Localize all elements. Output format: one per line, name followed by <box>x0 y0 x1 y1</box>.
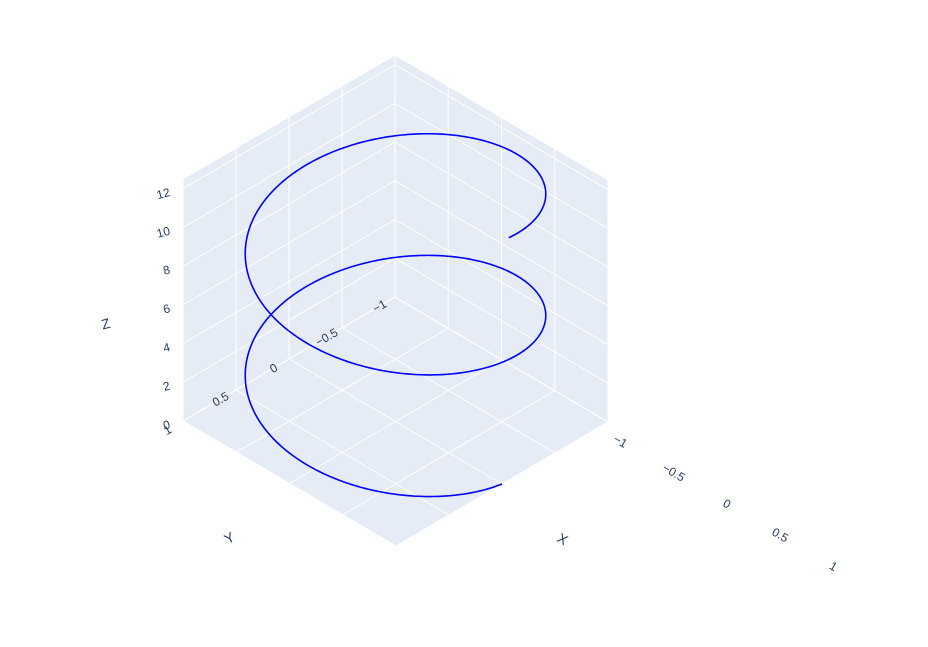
z-gridline-right <box>394 219 609 345</box>
x-tick-label: 0.5 <box>769 525 791 546</box>
z-gridline-right <box>394 102 609 229</box>
y-gridline-floor <box>235 389 450 516</box>
z-tick-label: 2 <box>162 379 172 394</box>
y-gridline-floor <box>341 327 556 454</box>
gridlines <box>182 55 609 547</box>
z-tick-label: 4 <box>162 340 172 355</box>
z-gridline-left <box>182 102 396 228</box>
y-gridline-floor <box>288 358 503 485</box>
z-tick-label: 12 <box>155 185 172 202</box>
z-gridline-right <box>394 296 609 423</box>
y-gridline-floor <box>182 420 397 547</box>
y-axis-title: Y <box>221 528 238 547</box>
x-tick-label: 0 <box>721 496 734 512</box>
x-axis-title: X <box>555 530 572 549</box>
z-gridline-right <box>394 64 609 191</box>
z-tick-label: 10 <box>155 224 172 241</box>
z-gridline-right <box>394 141 609 268</box>
x-tick-label: −1 <box>611 432 630 451</box>
z-gridline-left <box>182 219 396 344</box>
z-gridline-left <box>182 141 396 267</box>
curve-layer <box>244 132 547 498</box>
z-tick-label: 6 <box>162 301 172 316</box>
z-gridline-right <box>394 180 609 307</box>
x-tick-label: −0.5 <box>660 461 688 485</box>
z-gridline-right <box>394 257 609 384</box>
helix-curve <box>244 132 547 498</box>
x-tick-label: 1 <box>827 559 840 575</box>
z-tick-label: 0 <box>162 417 172 432</box>
z-gridline-left <box>182 64 396 190</box>
z-gridline-left <box>182 296 396 422</box>
z-axis-title: Z <box>99 315 112 333</box>
y-tick-label: −1 <box>370 297 389 316</box>
z-gridline-left <box>182 180 396 306</box>
z-tick-label: 8 <box>162 262 172 277</box>
z-gridline-left <box>182 257 396 383</box>
